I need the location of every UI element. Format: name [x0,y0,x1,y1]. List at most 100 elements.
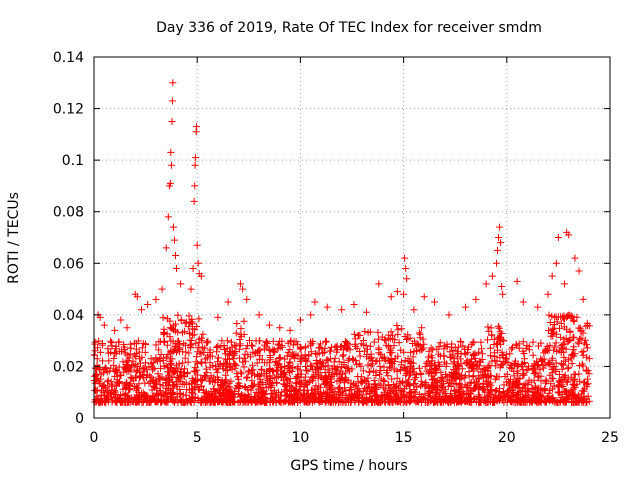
roti-background-markers [90,311,593,406]
roti-point [111,326,119,334]
roti-point [498,282,506,290]
roti-point [544,290,552,298]
roti-point [445,311,453,319]
roti-point [170,236,178,244]
roti-point [554,234,562,241]
roti-point [462,303,470,311]
roti-point [187,285,195,293]
roti-point [96,313,104,321]
roti-point [431,298,439,306]
roti-point [237,280,245,288]
roti-point [565,231,573,239]
roti-point [169,223,177,231]
roti-point [499,290,507,298]
roti-point [482,280,490,288]
roti-point [243,295,251,303]
plot-frame [93,56,611,419]
roti-point [534,303,542,311]
y-tick-label: 0.06 [53,256,84,272]
roti-point [166,179,174,187]
roti-point [168,97,176,105]
y-tick-label: 0.02 [53,359,84,375]
roti-point [338,306,346,314]
roti-point [144,301,152,309]
x-tick-label: 5 [193,430,202,446]
roti-point [152,295,160,303]
roti-point [420,293,428,301]
roti-point [255,311,263,319]
roti-point [350,301,358,309]
roti-point [548,272,556,280]
roti-point [265,321,273,329]
roti-point [137,306,145,314]
roti-point [100,321,108,329]
roti-point [189,264,197,272]
roti-point [177,280,185,288]
roti-point [579,295,587,303]
roti-point [400,290,408,298]
y-tick-label: 0.08 [53,205,84,221]
roti-point [123,324,131,332]
roti-point [472,295,480,303]
y-tick-label: 0.12 [53,102,84,118]
y-tick-label: 0.14 [53,50,84,66]
x-tick-label: 10 [291,430,309,446]
roti-point [193,123,201,131]
roti-point [224,298,232,306]
roti-point [488,272,496,280]
roti-point [403,275,411,283]
y-tick-label: 0.04 [53,308,84,324]
roti-point [167,161,175,169]
roti-point [133,293,141,301]
roti-point [173,264,181,272]
roti-point [172,252,180,260]
roti-point [519,298,527,306]
roti-point [307,311,315,319]
roti-point [496,223,504,231]
roti-point [276,324,284,332]
roti-point [158,285,166,293]
y-tick-label: 0.1 [62,153,84,169]
roti-point [214,313,222,321]
y-tick-label: 0 [75,411,84,427]
roti-point [311,298,319,306]
roti-point [401,254,409,262]
roti-point [167,148,175,156]
roti-point [492,259,500,267]
roti-point [571,254,579,262]
roti-point [393,288,401,296]
x-tick-label: 0 [90,430,99,446]
roti-point [494,246,502,254]
roti-point [190,197,198,205]
roti-point [191,182,199,190]
roti-point [117,316,125,324]
roti-point [164,213,172,221]
roti-point [193,241,201,249]
roti-point [387,293,395,301]
roti-point [575,267,583,275]
roti-point [296,316,304,324]
roti-point [168,117,176,125]
x-axis-label: GPS time / hours [290,458,407,474]
roti-point [162,244,170,252]
tick-layer: 0 5 10 15 20 25 0 0.02 0.04 0.06 0.08 0.1 0.12 0.14 [53,50,619,446]
x-tick-label: 15 [395,430,413,446]
roti-point [169,79,177,87]
y-axis-label: ROTI / TECUs [6,192,22,284]
roti-point [375,280,383,288]
x-tick-label: 25 [601,430,619,446]
roti-point [497,239,505,247]
roti-point [323,303,331,311]
x-tick-label: 20 [498,430,516,446]
roti-point [362,308,370,316]
roti-point [286,326,294,334]
roti-point [552,259,560,267]
roti-point [402,264,410,272]
roti-point [194,259,202,267]
data-layer [90,79,593,406]
roti-point [192,154,200,162]
roti-point [495,234,503,241]
roti-point [561,280,569,288]
roti-point [197,272,205,280]
